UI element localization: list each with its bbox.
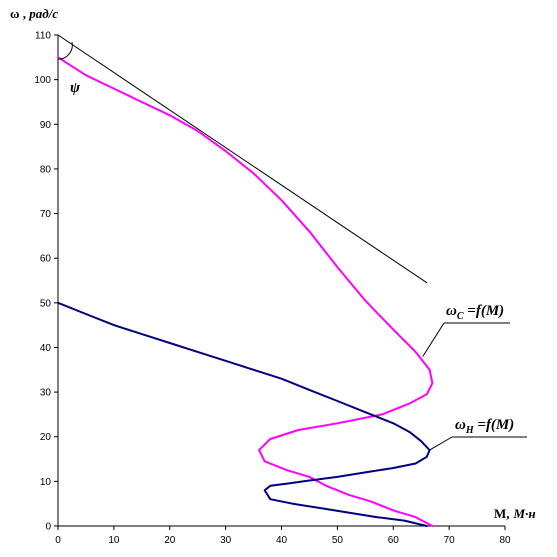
y-tick-label: 110 bbox=[35, 31, 51, 42]
x-tick-label: 0 bbox=[55, 535, 61, 546]
y-axis-sep: , bbox=[20, 6, 30, 21]
series-tangent-line bbox=[57, 34, 428, 284]
x-tick-label: 10 bbox=[108, 535, 120, 546]
x-axis-symbol: M, bbox=[494, 506, 510, 521]
y-tick-label: 90 bbox=[40, 120, 52, 131]
omega-h-sub: H bbox=[465, 425, 475, 436]
y-axis-symbol: ω bbox=[10, 6, 20, 21]
x-tick-label: 70 bbox=[444, 535, 456, 546]
x-tick-label: 30 bbox=[220, 535, 232, 546]
axes bbox=[57, 35, 505, 527]
y-tick-label: 30 bbox=[40, 388, 52, 399]
y-tick-label: 70 bbox=[40, 209, 52, 220]
omega-c-leader bbox=[422, 322, 445, 357]
x-tick-label: 40 bbox=[276, 535, 288, 546]
series-omega-c-curve bbox=[57, 56, 434, 527]
x-tick-label: 50 bbox=[332, 535, 344, 546]
y-tick-label: 80 bbox=[40, 164, 52, 175]
ticks: 0 10 20 30 40 50 60 70 80 0 10 20 30 40 50 60 70 80 90 100 1… bbox=[34, 31, 511, 547]
x-axis-label: M, М·н bbox=[494, 506, 536, 521]
omega-c-base: ω bbox=[446, 303, 457, 319]
omega-c-rest: =f(M) bbox=[464, 303, 505, 319]
y-tick-label: 50 bbox=[40, 298, 52, 309]
omega-h-rest: =f(M) bbox=[474, 417, 515, 433]
angle-label-psi: ψ bbox=[70, 80, 81, 96]
annotations bbox=[57, 42, 527, 451]
omega-c-annotation: ωC =f(M) bbox=[446, 303, 504, 322]
omega-h-base: ω bbox=[455, 417, 466, 433]
y-tick-label: 20 bbox=[40, 432, 52, 443]
x-tick-label: 60 bbox=[388, 535, 400, 546]
y-tick-label: 40 bbox=[40, 343, 52, 354]
y-axis-label: ω , рад/с bbox=[10, 6, 58, 21]
angle-arc bbox=[57, 42, 73, 60]
y-axis-unit: рад/с bbox=[28, 6, 58, 21]
y-tick-label: 10 bbox=[40, 477, 52, 488]
omega-h-leader bbox=[429, 436, 453, 451]
x-axis-unit: М·н bbox=[513, 506, 536, 521]
omega-h-annotation: ωH =f(M) bbox=[455, 417, 514, 436]
y-tick-label: 0 bbox=[45, 522, 51, 533]
x-tick-label: 80 bbox=[499, 535, 511, 546]
y-tick-label: 100 bbox=[34, 75, 51, 86]
series-omega-h-curve bbox=[57, 301, 431, 527]
omega-c-sub: C bbox=[457, 311, 464, 322]
series-layer bbox=[57, 34, 434, 527]
y-tick-label: 60 bbox=[40, 254, 52, 265]
x-tick-label: 20 bbox=[164, 535, 176, 546]
